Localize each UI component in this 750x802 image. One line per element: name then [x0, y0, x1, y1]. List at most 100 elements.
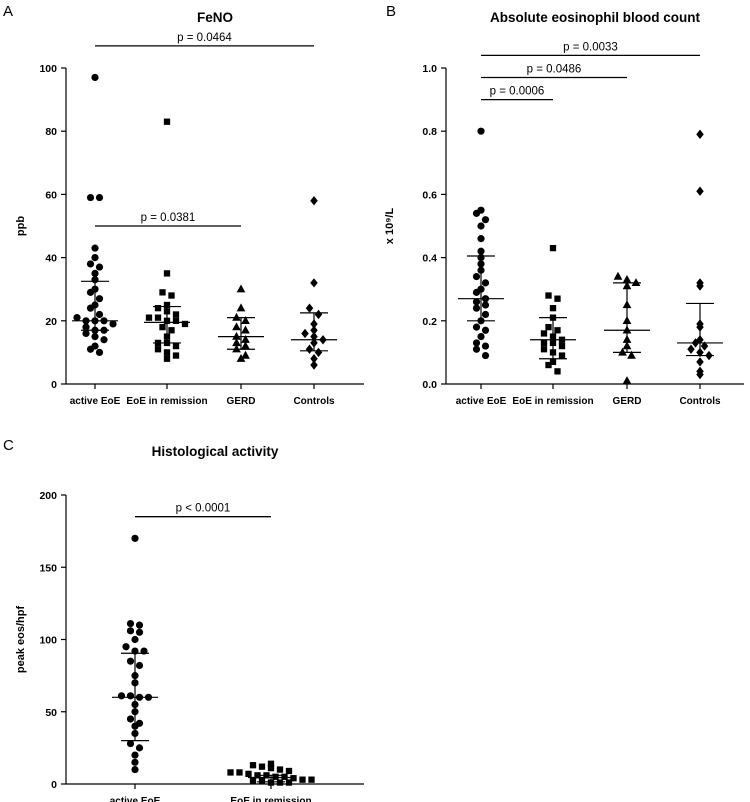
- data-point-triangle: [241, 325, 250, 334]
- y-tick-label: 0: [51, 379, 57, 391]
- data-point-square: [545, 361, 552, 369]
- data-point-square: [163, 118, 171, 125]
- chart-panel-a: A FeNO 0 20 40 60 80 100 ppb active EoE EoE in rem…: [3, 3, 364, 407]
- data-point-diamond: [310, 354, 318, 364]
- x-category-label: active EoE: [456, 396, 507, 407]
- data-point-circle: [100, 336, 108, 344]
- data-point-circle: [477, 266, 485, 274]
- significance-label: p = 0.0464: [177, 32, 232, 44]
- significance-label: p = 0.0486: [527, 63, 582, 75]
- data-point-square: [549, 305, 557, 312]
- data-point-square: [172, 342, 180, 350]
- data-point-triangle: [622, 376, 632, 385]
- data-point-square: [554, 327, 561, 334]
- chart-title: FeNO: [197, 10, 233, 25]
- data-point-circle: [91, 244, 99, 252]
- panel-letter: B: [386, 3, 396, 20]
- significance-label: p < 0.0001: [176, 503, 231, 515]
- data-point-circle: [86, 304, 95, 312]
- y-tick-label: 0.6: [422, 189, 437, 201]
- data-point-circle: [131, 751, 139, 759]
- data-point-circle: [477, 222, 485, 230]
- chart-title: Histological activity: [152, 444, 279, 459]
- y-tick-label: 0.4: [422, 253, 437, 265]
- y-tick-label: 40: [45, 253, 57, 265]
- data-point-square: [299, 776, 306, 783]
- data-point-circle: [135, 621, 144, 629]
- data-point-circle: [91, 73, 99, 82]
- data-point-circle: [135, 661, 144, 670]
- data-point-diamond: [696, 129, 704, 140]
- data-point-circle: [477, 254, 485, 262]
- y-tick-label: 1.0: [422, 63, 437, 75]
- data-point-triangle: [241, 350, 250, 359]
- data-point-square: [154, 314, 162, 321]
- data-point-square: [540, 330, 548, 337]
- data-point-circle: [140, 647, 148, 655]
- data-point-circle: [477, 260, 485, 268]
- data-point-circle: [477, 127, 485, 135]
- data-point-square: [545, 292, 552, 299]
- data-point-circle: [472, 298, 481, 306]
- data-point-circle: [95, 310, 104, 319]
- data-point-triangle: [241, 316, 250, 324]
- data-point-circle: [477, 333, 485, 341]
- data-point-triangle: [631, 278, 641, 287]
- data-point-circle: [86, 345, 95, 353]
- data-point-diamond: [696, 281, 704, 291]
- data-point-triangle: [232, 312, 241, 321]
- data-point-circle: [481, 351, 490, 360]
- data-point-circle: [481, 301, 490, 309]
- data-point-square: [276, 779, 284, 786]
- significance-label: p = 0.0006: [490, 86, 545, 98]
- x-category-label: Controls: [293, 396, 335, 407]
- data-point-circle: [131, 647, 139, 655]
- data-point-circle: [109, 320, 117, 328]
- data-point-square: [159, 289, 166, 296]
- data-point-diamond: [319, 335, 327, 345]
- data-point-triangle: [622, 316, 632, 324]
- x-category-label: EoE in remission: [230, 796, 311, 802]
- data-point-diamond: [301, 328, 309, 339]
- data-point-square: [172, 352, 180, 359]
- data-point-circle: [117, 692, 126, 700]
- data-point-circle: [131, 672, 139, 680]
- data-point-square: [163, 270, 171, 277]
- data-point-triangle: [241, 341, 250, 350]
- data-point-square: [163, 317, 171, 324]
- data-point-square: [272, 773, 279, 780]
- data-point-circle: [472, 272, 481, 281]
- data-point-square: [267, 779, 275, 786]
- data-point-circle: [481, 216, 490, 224]
- x-category-label: active EoE: [70, 396, 121, 407]
- y-axis-label: peak eos/hpf: [15, 606, 27, 674]
- data-point-circle: [472, 304, 481, 312]
- data-point-square: [154, 346, 162, 353]
- data-point-circle: [95, 295, 104, 303]
- data-point-square: [549, 339, 557, 347]
- data-point-circle: [126, 692, 135, 700]
- data-point-circle: [131, 700, 139, 709]
- data-point-circle: [135, 628, 144, 636]
- y-axis-label: ppb: [15, 216, 27, 236]
- data-point-circle: [126, 739, 135, 748]
- data-point-square: [154, 339, 162, 347]
- data-point-diamond: [310, 331, 318, 342]
- data-point-circle: [481, 326, 490, 334]
- data-point-diamond: [696, 322, 704, 332]
- data-point-circle: [82, 329, 90, 338]
- data-point-square: [549, 349, 557, 356]
- data-point-circle: [135, 744, 144, 752]
- panel-letter: A: [3, 3, 13, 20]
- data-point-diamond: [696, 369, 704, 380]
- data-point-square: [276, 766, 284, 773]
- data-point-circle: [131, 758, 139, 766]
- data-point-circle: [86, 260, 95, 268]
- data-point-triangle: [622, 274, 632, 283]
- x-category-label: EoE in remission: [512, 396, 593, 407]
- data-point-circle: [91, 276, 99, 284]
- data-point-diamond: [314, 347, 323, 358]
- data-point-diamond: [696, 357, 704, 367]
- data-point-square: [159, 323, 166, 331]
- data-point-diamond: [310, 319, 318, 329]
